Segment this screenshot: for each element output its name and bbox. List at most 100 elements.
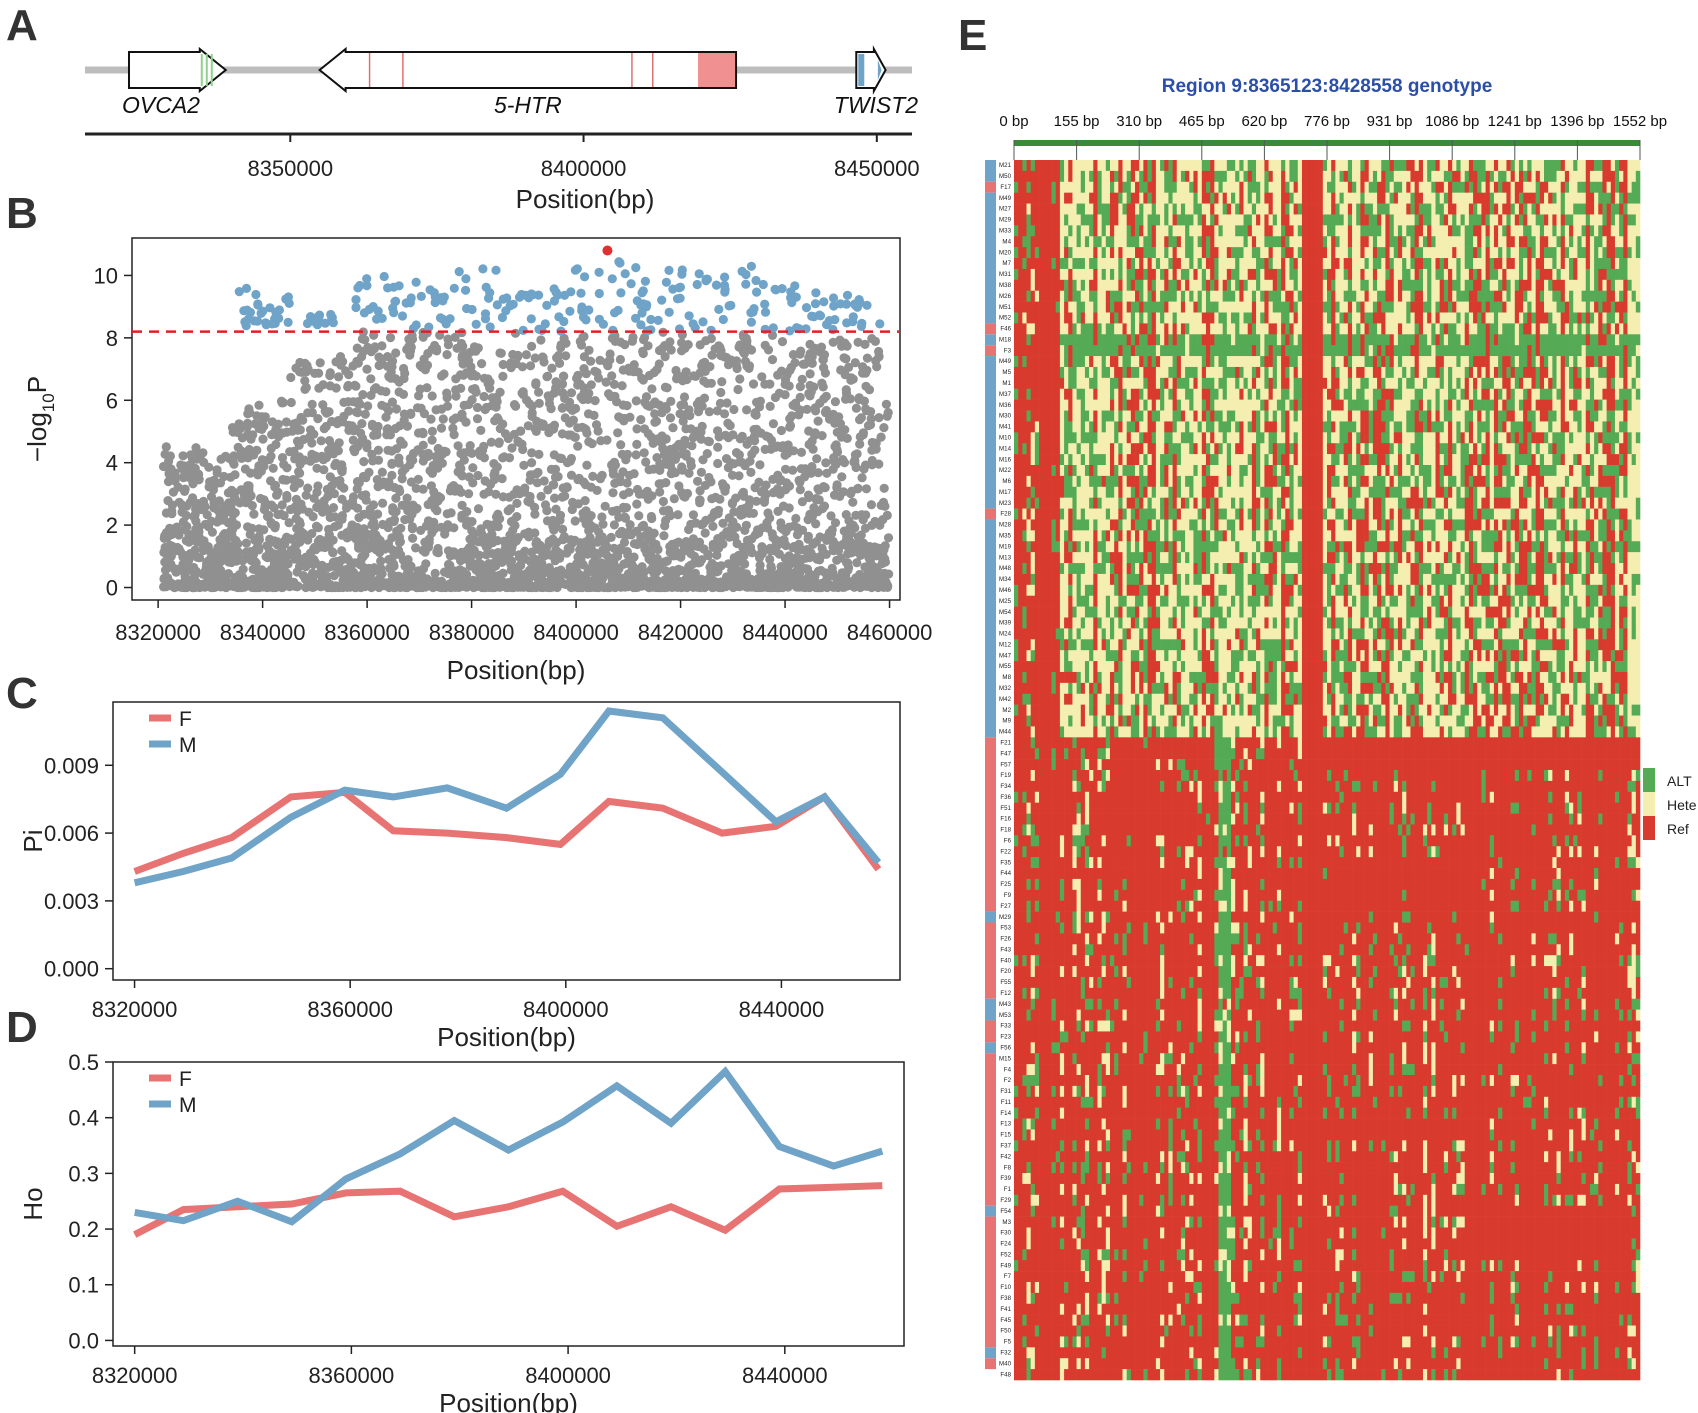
significant-snp-point [640, 276, 651, 286]
significant-snp-point [454, 267, 464, 277]
heatmap-cell [1243, 203, 1248, 215]
heatmap-cell [1055, 170, 1061, 183]
heatmap-cell [1205, 214, 1211, 226]
heatmap-cell [1126, 160, 1132, 172]
nonsig-snp-point [622, 478, 632, 488]
heatmap-cell [1606, 192, 1612, 204]
heatmap-cell [1381, 181, 1386, 193]
heatmap-cell [1372, 170, 1378, 183]
heatmap-cell [1176, 203, 1182, 215]
heatmap-cell [1285, 192, 1290, 204]
significant-snp-point [819, 297, 829, 307]
heatmap-cell [1168, 160, 1173, 172]
heatmap-cell [1506, 203, 1511, 215]
nonsig-snp-point [686, 461, 696, 471]
significant-snp-point [355, 280, 365, 291]
nonsig-snp-point [784, 381, 794, 391]
heatmap-cell [1569, 181, 1574, 193]
heatmap-cell [1594, 170, 1599, 183]
nonsig-snp-point [714, 432, 724, 442]
nonsig-snp-point [219, 573, 229, 583]
nonsig-snp-point [318, 400, 328, 410]
nonsig-snp-point [468, 463, 478, 473]
heatmap-cell [1080, 225, 1086, 237]
nonsig-snp-point [307, 399, 317, 409]
heatmap-cell [1231, 236, 1236, 248]
heatmap-cell [1068, 236, 1073, 248]
nonsig-snp-point [212, 465, 222, 475]
nonsig-snp-point [285, 582, 295, 592]
heatmap-cell [1247, 181, 1253, 193]
heatmap-cell [1047, 203, 1052, 215]
nonsig-snp-point [405, 346, 416, 356]
heatmap-cell [1489, 160, 1495, 172]
y-tick-label: 4 [106, 451, 118, 476]
heatmap-cell [1606, 203, 1612, 215]
heatmap-cell [1264, 170, 1269, 183]
heatmap-cell [1014, 192, 1019, 204]
heatmap-cell [1084, 192, 1090, 204]
heatmap-cell [1610, 203, 1616, 215]
nonsig-snp-point [456, 448, 466, 459]
nonsig-snp-point [364, 543, 374, 553]
nonsig-snp-point [573, 441, 583, 451]
nonsig-snp-point [824, 414, 835, 424]
nonsig-snp-point [755, 560, 765, 570]
significant-snp-point [770, 284, 780, 294]
significant-snp-point [584, 305, 594, 315]
nonsig-snp-point [385, 333, 396, 343]
heatmap-cell [1335, 160, 1340, 172]
heatmap-cell [1418, 192, 1424, 204]
nonsig-snp-point [363, 401, 373, 411]
heatmap-cell [1285, 203, 1290, 215]
heatmap-cell [1164, 181, 1169, 193]
heatmap-cell [1293, 160, 1299, 172]
nonsig-snp-point [783, 448, 793, 458]
nonsig-snp-point [337, 465, 347, 475]
nonsig-snp-point [456, 383, 466, 393]
heatmap-cell [1097, 160, 1102, 172]
heatmap-cell [1034, 203, 1040, 215]
heatmap-cell [1381, 225, 1386, 237]
heatmap-cell [1026, 214, 1031, 226]
significant-snp-point [706, 325, 716, 335]
nonsig-snp-point [475, 450, 485, 460]
heatmap-cell [1172, 236, 1178, 248]
nonsig-snp-point [341, 366, 351, 376]
nonsig-snp-point [600, 539, 610, 550]
heatmap-cell [1410, 170, 1415, 183]
nonsig-snp-point [181, 553, 191, 563]
heatmap-cell [1143, 170, 1148, 183]
nonsig-snp-point [472, 414, 483, 424]
heatmap-cell [1460, 203, 1466, 215]
heatmap-cell [1448, 160, 1453, 172]
nonsig-snp-point [788, 465, 798, 475]
nonsig-snp-point [850, 455, 860, 465]
heatmap-cell [1114, 214, 1119, 226]
heatmap-cell [1489, 203, 1495, 215]
heatmap-cell [1335, 225, 1340, 237]
nonsig-snp-point [817, 378, 827, 388]
nonsig-snp-point [811, 495, 822, 505]
nonsig-snp-point [234, 555, 244, 565]
significant-snp-point [553, 290, 563, 300]
heatmap-cell [1197, 225, 1203, 237]
heatmap-cell [1151, 214, 1157, 226]
nonsig-snp-point [218, 530, 228, 541]
nonsig-snp-point [239, 490, 249, 500]
nonsig-snp-point [549, 388, 559, 398]
heatmap-cell [1072, 192, 1077, 204]
heatmap-cell [1051, 225, 1057, 237]
heatmap-cell [1585, 203, 1591, 215]
nonsig-snp-point [468, 478, 478, 488]
nonsig-snp-point [532, 537, 542, 547]
nonsig-snp-point [177, 501, 187, 511]
nonsig-snp-point [853, 483, 863, 493]
heatmap-cell [1414, 203, 1420, 215]
x-tick-label: 8320000 [92, 997, 178, 1022]
heatmap-cell [1573, 203, 1578, 215]
heatmap-cell [1439, 225, 1445, 237]
nonsig-snp-point [570, 535, 580, 546]
nonsig-snp-point [619, 537, 630, 548]
